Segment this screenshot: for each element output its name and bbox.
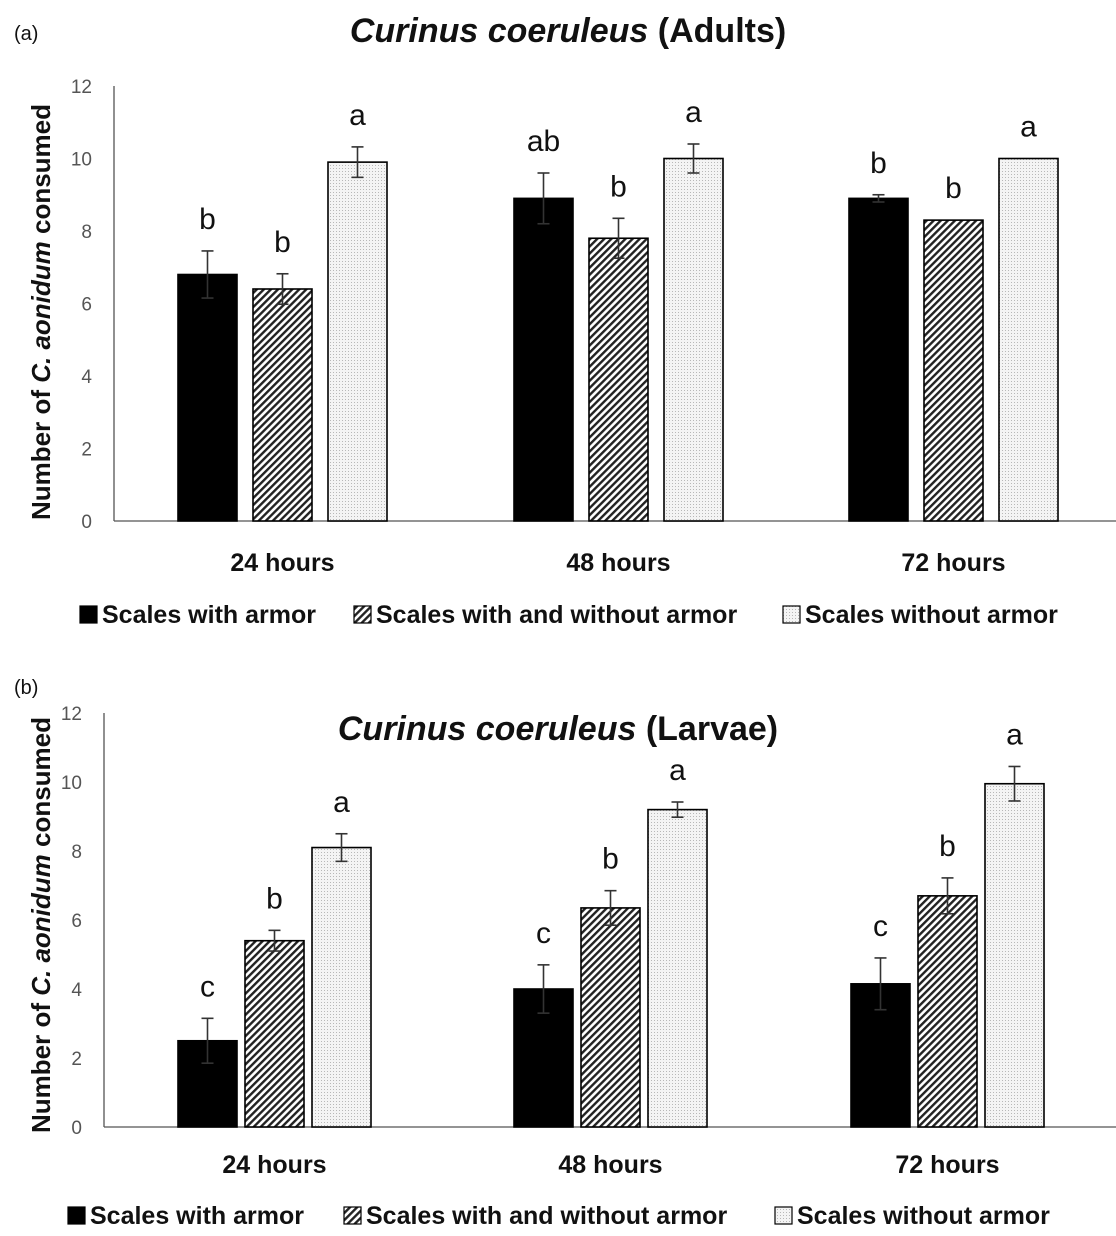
y-tick-label: 6 [81,295,92,316]
category-label: 72 hours [895,1151,999,1179]
significance-letter: b [602,843,619,876]
bars [177,782,1045,1128]
legend-label: Scales with and without armor [366,1202,727,1230]
legend-swatch [67,1206,86,1225]
y-tick-label: 2 [81,440,92,461]
panel-label: (b) [14,677,38,699]
y-tick-label: 0 [71,1118,82,1139]
significance-letter: b [870,147,887,180]
legend-label: Scales with and without armor [376,601,737,629]
y-tick-labels: 0 2 4 6 8 10 12 [61,704,83,1139]
y-tick-label: 12 [61,704,82,725]
significance-letter: a [669,754,686,787]
bar [244,939,305,1128]
significance-letters: c c c b b b a a a [200,718,1023,1003]
chart-title: Curinus coeruleus (Larvae) [338,710,778,748]
legend-label: Scales without armor [805,601,1058,629]
significance-letter: b [939,830,956,863]
bar [917,895,978,1128]
significance-letter: a [1020,111,1037,144]
bar [923,219,984,522]
y-axis-label: Number of C. aonidum consumed [26,717,56,1133]
bar [327,161,388,522]
significance-letter: ab [527,125,560,158]
chart-panel-adults: (a) Curinus coeruleus (Adults) Number of… [14,12,1116,629]
y-tick-label: 12 [71,77,92,98]
significance-letter: a [349,99,366,132]
bar [984,782,1045,1128]
y-tick-label: 4 [71,980,82,1001]
y-tick-label: 4 [81,367,92,388]
panel-label: (a) [14,23,38,45]
category-label: 24 hours [230,549,334,577]
significance-letter: c [536,917,551,950]
category-labels: 24 hours 48 hours 72 hours [222,1151,999,1179]
error-bars [201,765,1021,1064]
legend-swatch [79,605,98,624]
significance-letter: a [1006,718,1023,751]
legend-swatch [782,605,801,624]
y-tick-label: 8 [71,842,82,863]
chart-panel-larvae: (b) Curinus coeruleus (Larvae) Number of… [14,677,1116,1230]
significance-letters: b ab b b b b a a a [199,96,1037,259]
legend-label: Scales with armor [102,601,316,629]
significance-letter: a [333,786,350,819]
bar [177,273,238,522]
bar [588,237,649,522]
significance-letter: b [610,170,627,203]
bars [177,157,1059,522]
bar [252,288,313,522]
legend-swatch [774,1206,793,1225]
category-label: 72 hours [901,549,1005,577]
legend: Scales with armor Scales with and without… [79,601,1058,629]
category-label: 48 hours [566,549,670,577]
y-tick-label: 10 [61,773,82,794]
bar [647,808,708,1128]
significance-letter: b [266,882,283,915]
legend-swatch [353,605,372,624]
category-labels: 24 hours 48 hours 72 hours [230,549,1005,577]
y-tick-label: 8 [81,222,92,243]
legend-swatch [343,1206,362,1225]
chart-title: Curinus coeruleus (Adults) [350,12,786,50]
bar [998,157,1059,522]
bar [663,157,724,522]
y-tick-labels: 0 2 4 6 8 10 12 [71,77,93,533]
significance-letter: c [200,970,215,1003]
significance-letter: a [685,96,702,129]
significance-letter: c [873,910,888,943]
y-tick-label: 0 [81,512,92,533]
significance-letter: b [199,203,216,236]
bar [311,846,372,1128]
legend-label: Scales with armor [90,1202,304,1230]
y-tick-label: 10 [71,150,92,171]
y-axis-label: Number of C. aonidum consumed [26,104,56,520]
bar [513,197,574,522]
significance-letter: b [274,226,291,259]
legend-label: Scales without armor [797,1202,1050,1230]
y-tick-label: 2 [71,1049,82,1070]
y-tick-label: 6 [71,911,82,932]
error-bars [201,143,885,306]
significance-letter: b [945,172,962,205]
bar [580,907,641,1128]
category-label: 48 hours [558,1151,662,1179]
category-label: 24 hours [222,1151,326,1179]
bar [848,197,909,522]
legend: Scales with armor Scales with and without… [67,1202,1050,1230]
